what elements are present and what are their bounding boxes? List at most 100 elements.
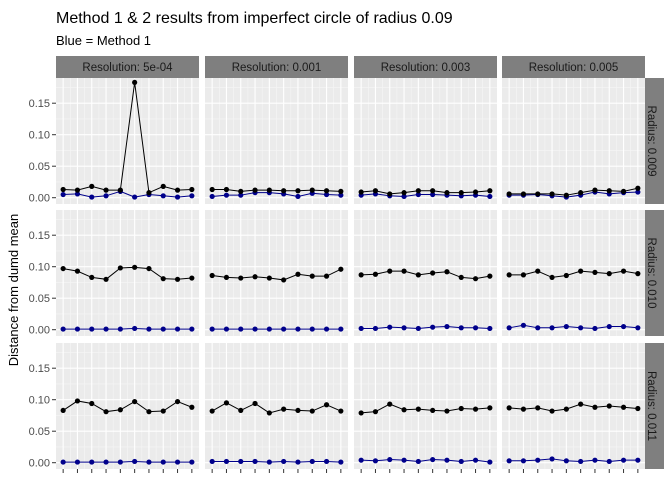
method2-point bbox=[146, 190, 152, 196]
method2-point bbox=[563, 272, 569, 279]
method2-line bbox=[361, 270, 490, 280]
method1-point bbox=[401, 325, 407, 331]
method2-line bbox=[63, 266, 192, 280]
method1-point bbox=[189, 326, 195, 332]
method2-point bbox=[415, 188, 421, 194]
y-tick-label: 0.05 bbox=[29, 293, 50, 305]
method2-point bbox=[281, 188, 287, 194]
method1-point bbox=[103, 459, 109, 465]
method2-point bbox=[160, 276, 166, 282]
y-tick-label: 0.10 bbox=[29, 395, 50, 407]
method1-line bbox=[212, 460, 341, 463]
method1-point bbox=[60, 459, 66, 465]
y-axis-title: Distance from dumd mean bbox=[6, 214, 21, 366]
method2-point bbox=[444, 269, 450, 275]
y-tick-label: 0.15 bbox=[29, 98, 50, 110]
method1-point bbox=[238, 458, 244, 465]
method1-point bbox=[535, 457, 541, 463]
y-tick-label: 0.00 bbox=[29, 458, 50, 470]
column-strip-label: Resolution: 0.001 bbox=[232, 62, 322, 74]
method2-point bbox=[487, 188, 493, 194]
method2-point bbox=[620, 404, 627, 410]
method2-point bbox=[372, 188, 379, 194]
method1-point bbox=[606, 323, 612, 330]
method1-point bbox=[252, 458, 258, 465]
method1-point bbox=[209, 193, 215, 200]
method1-point bbox=[174, 459, 181, 465]
method2-point bbox=[309, 187, 315, 193]
method1-point bbox=[309, 458, 315, 465]
method1-point bbox=[606, 458, 612, 465]
method2-line bbox=[509, 270, 638, 278]
method1-point bbox=[506, 458, 512, 464]
method1-point bbox=[338, 192, 344, 198]
method2-point bbox=[472, 189, 479, 195]
method2-point bbox=[606, 271, 612, 277]
method2-point bbox=[160, 183, 166, 189]
method2-point bbox=[295, 407, 301, 414]
y-tick-label: 0.15 bbox=[29, 230, 50, 242]
method2-point bbox=[223, 400, 230, 406]
method2-point bbox=[281, 277, 287, 283]
method2-point bbox=[458, 274, 464, 281]
method2-point bbox=[401, 407, 407, 413]
method1-point bbox=[535, 325, 541, 331]
method1-point bbox=[592, 325, 598, 332]
method1-point bbox=[430, 324, 436, 330]
method1-point bbox=[103, 193, 109, 199]
method2-point bbox=[189, 186, 195, 193]
method2-point bbox=[338, 408, 344, 414]
method2-point bbox=[444, 190, 450, 196]
facet-grid: Resolution: 5e-04 Resolution: 0.001 Resolu… bbox=[29, 56, 664, 473]
method2-point bbox=[506, 191, 512, 197]
method2-point bbox=[252, 400, 258, 407]
method1-point bbox=[74, 191, 81, 197]
method1-point bbox=[620, 457, 627, 463]
method2-point bbox=[401, 268, 407, 274]
method1-point bbox=[415, 458, 421, 465]
method2-point bbox=[338, 188, 344, 194]
method2-point bbox=[89, 400, 95, 407]
method1-point bbox=[487, 193, 493, 200]
method1-point bbox=[60, 191, 66, 198]
y-tick-label: 0.10 bbox=[29, 262, 50, 274]
method1-point bbox=[89, 459, 95, 465]
method2-point bbox=[338, 266, 344, 272]
method2-point bbox=[146, 409, 152, 415]
method1-point bbox=[415, 191, 421, 198]
method2-point bbox=[549, 274, 555, 281]
method2-point bbox=[281, 406, 287, 412]
method1-point bbox=[338, 459, 344, 465]
method2-point bbox=[117, 265, 123, 271]
method1-point bbox=[549, 456, 555, 462]
method1-line bbox=[361, 193, 490, 197]
chart-subtitle: Blue = Method 1 bbox=[56, 33, 151, 48]
method2-point bbox=[635, 271, 641, 277]
method1-point bbox=[358, 457, 364, 463]
method2-point bbox=[578, 190, 584, 196]
method1-point bbox=[323, 191, 330, 198]
method1-line bbox=[509, 458, 638, 462]
method2-point bbox=[132, 79, 138, 86]
method1-point bbox=[592, 457, 598, 463]
method1-point bbox=[563, 458, 569, 464]
method1-point bbox=[295, 193, 301, 200]
method1-point bbox=[146, 326, 152, 332]
column-strip bbox=[56, 56, 199, 78]
method2-point bbox=[520, 191, 527, 197]
method2-point bbox=[189, 404, 195, 410]
method2-point bbox=[174, 187, 181, 193]
method2-point bbox=[549, 191, 555, 197]
method1-point bbox=[117, 326, 123, 332]
method1-line bbox=[361, 326, 490, 329]
method2-point bbox=[238, 275, 244, 281]
method1-point bbox=[266, 326, 272, 332]
method1-point bbox=[295, 459, 301, 465]
method1-point bbox=[189, 193, 195, 199]
method1-point bbox=[281, 458, 287, 465]
method1-line bbox=[509, 191, 638, 198]
method2-line bbox=[509, 403, 638, 412]
y-tick-label: 0.05 bbox=[29, 161, 50, 173]
method2-point bbox=[592, 187, 598, 193]
method2-point bbox=[209, 272, 215, 279]
